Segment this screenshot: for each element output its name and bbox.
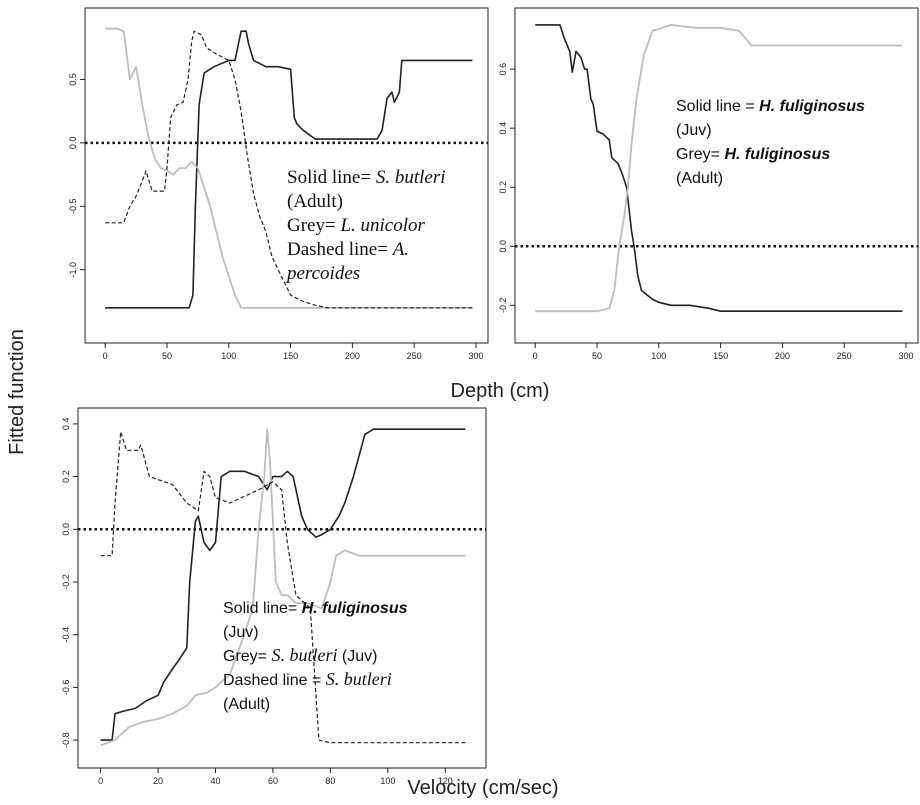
depth-right-xtick-label: 100 (651, 351, 666, 361)
depth-right-xtick-label: 300 (898, 351, 913, 361)
velocity-legend-line: Grey= S. butleri (Juv) (223, 645, 377, 665)
depth-right-legend-segment: Grey= (676, 146, 724, 163)
velocity-legend-line: (Juv) (223, 624, 259, 641)
velocity-frame (77, 407, 487, 769)
depth-left-xtick-label: 150 (283, 351, 298, 361)
velocity-legend-segment: Dashed line = (223, 672, 326, 689)
depth-xlabel: Depth (cm) (451, 380, 550, 402)
depth-left-xtick-label: 0 (103, 351, 108, 361)
velocity-xtick-label: 60 (268, 776, 278, 786)
depth-right-legend-segment: (Juv) (676, 122, 712, 139)
velocity-legend-segment: S. butleri (326, 669, 392, 689)
depth-right-panel: 0 50 100 150 200 250 300 0.6 0.4 0.2 0.0 -0.2 Solid … (498, 7, 919, 361)
velocity-xtick-label: 100 (380, 776, 395, 786)
velocity-ytick-label: 0.2 (61, 470, 71, 483)
velocity-panel: 0 20 40 60 80 100 120 0.4 0.2 0.0 -0.2 -0.4 -0.6 -0.8… (61, 407, 487, 786)
depth-left-dashed-line (105, 30, 473, 309)
depth-right-xtick-label: 50 (592, 351, 602, 361)
velocity-legend-line: Dashed line = S. butleri (223, 669, 392, 689)
velocity-xtick-label: 120 (438, 776, 453, 786)
depth-left-legend-line: Dashed line= A. (287, 239, 409, 260)
velocity-xtick-label: 80 (325, 776, 335, 786)
depth-right-solid-line (535, 24, 903, 312)
depth-left-legend-segment: L. unicolor (339, 215, 425, 236)
depth-left-xtick-label: 200 (345, 351, 360, 361)
depth-right-legend-segment: H. fuliginosus (759, 98, 865, 115)
depth-right-xtick-label: 150 (713, 351, 728, 361)
depth-left-legend-line: percoides (285, 263, 360, 284)
velocity-ytick-label: -0.2 (61, 574, 71, 590)
depth-left-xtick-label: 100 (221, 351, 236, 361)
velocity-legend-segment: S. butleri (271, 645, 337, 665)
depth-left-legend-segment: Dashed line= (287, 239, 393, 260)
depth-left-grey-line (105, 27, 473, 309)
depth-right-xtick-label: 0 (533, 351, 538, 361)
depth-left-xtick-label: 250 (407, 351, 422, 361)
depth-left-legend-segment: A. (391, 239, 409, 260)
depth-right-legend-line: Solid line = H. fuliginosus (676, 98, 865, 115)
depth-right-legend-segment: (Adult) (676, 170, 723, 187)
velocity-ytick-label: -0.8 (61, 732, 71, 748)
depth-right-xtick-label: 200 (775, 351, 790, 361)
depth-right-legend-line: Grey= H. fuliginosus (676, 146, 830, 163)
velocity-legend-segment: Solid line= (223, 600, 302, 617)
velocity-xlabel: Velocity (cm/sec) (407, 777, 558, 799)
depth-right-frame (514, 7, 919, 344)
depth-left-legend-segment: Grey= (287, 215, 340, 236)
depth-left-xtick-label: 300 (468, 351, 483, 361)
depth-left-ytick-label: 0.5 (68, 73, 78, 86)
depth-right-legend-line: (Juv) (676, 122, 712, 139)
velocity-xtick-label: 0 (98, 776, 103, 786)
velocity-solid-line (100, 428, 466, 741)
depth-left-ytick-label: -1.0 (68, 262, 78, 278)
velocity-legend-segment: (Juv) (223, 624, 259, 641)
depth-left-legend-line: Grey= L. unicolor (287, 215, 426, 236)
depth-right-legend-line: (Adult) (676, 170, 723, 187)
velocity-legend-segment: (Adult) (223, 696, 270, 713)
depth-right-legend-segment: Solid line = (676, 98, 759, 115)
depth-left-legend-segment: (Adult) (287, 191, 343, 212)
depth-left-ytick-label: 0.0 (68, 137, 78, 150)
depth-right-ytick-label: -0.2 (498, 298, 508, 314)
depth-left-panel: 0 50 100 150 200 250 300 0.5 0.0 -0.5 -1.0 Solid li… (68, 7, 489, 361)
depth-right-ytick-label: 0.4 (498, 122, 508, 135)
depth-right-ytick-label: 0.0 (498, 240, 508, 253)
depth-left-solid-line (105, 30, 473, 309)
depth-right-ytick-label: 0.6 (498, 63, 508, 76)
velocity-legend-segment: H. fuliginosus (302, 600, 408, 617)
depth-left-legend-line: (Adult) (287, 191, 343, 212)
depth-right-ytick-label: 0.2 (498, 181, 508, 194)
velocity-legend-segment: (Juv) (337, 648, 377, 665)
velocity-legend-segment: Grey= (223, 648, 271, 665)
velocity-ytick-label: 0.0 (61, 523, 71, 536)
velocity-ytick-label: 0.4 (61, 418, 71, 431)
velocity-ytick-label: -0.6 (61, 680, 71, 696)
depth-left-xtick-label: 50 (162, 351, 172, 361)
depth-left-legend-line: Solid line= S. butleri (287, 167, 446, 188)
velocity-ytick-label: -0.4 (61, 627, 71, 643)
velocity-dashed-line (100, 431, 466, 744)
velocity-xtick-label: 40 (210, 776, 220, 786)
depth-left-legend-segment: Solid line= (287, 167, 376, 188)
velocity-legend-line: Solid line= H. fuliginosus (223, 600, 408, 617)
depth-left-frame (84, 7, 489, 344)
velocity-xtick-label: 20 (153, 776, 163, 786)
depth-left-legend-segment: S. butleri (376, 167, 446, 188)
velocity-grey-line (100, 428, 466, 747)
depth-left-ytick-label: -0.5 (68, 199, 78, 215)
depth-right-legend-segment: H. fuliginosus (724, 146, 830, 163)
shared-ylabel: Fitted function (6, 329, 28, 455)
depth-right-xtick-label: 250 (837, 351, 852, 361)
depth-left-legend-segment: percoides (285, 263, 360, 284)
depth-right-grey-line (535, 24, 903, 313)
velocity-legend-line: (Adult) (223, 696, 270, 713)
